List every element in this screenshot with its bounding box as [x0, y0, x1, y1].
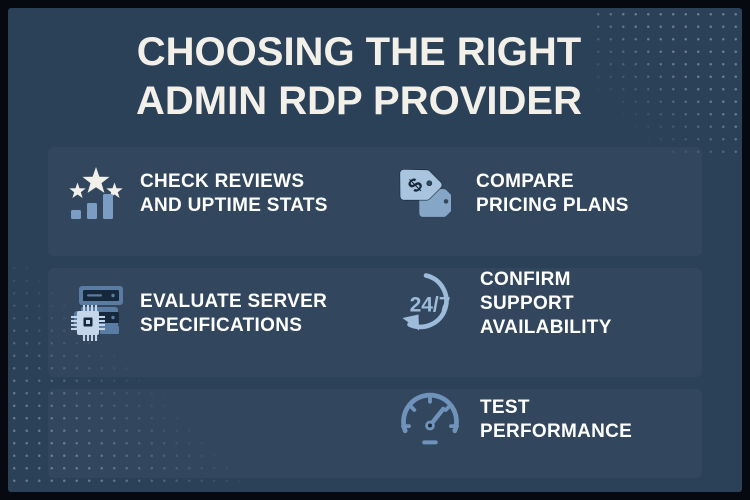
svg-text:24/7: 24/7 — [410, 293, 451, 316]
